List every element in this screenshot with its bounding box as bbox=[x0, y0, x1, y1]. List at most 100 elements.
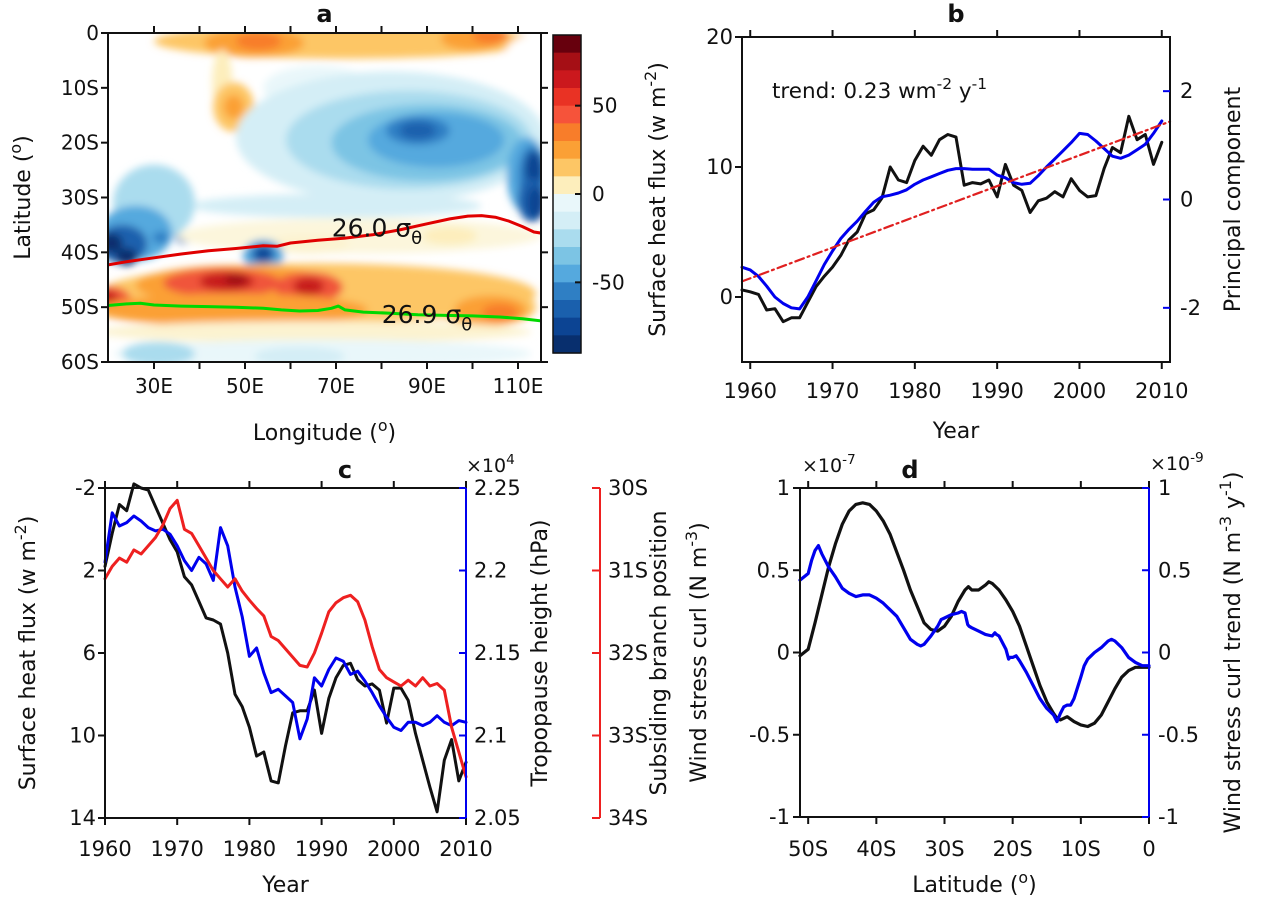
y-tick-label-right: 0.5 bbox=[1158, 558, 1191, 582]
y-tick-label-right: 1 bbox=[1158, 476, 1171, 500]
colorbar-segment bbox=[553, 335, 581, 354]
y-tick-label-red: 33S bbox=[608, 724, 648, 748]
field-blob bbox=[108, 320, 532, 343]
panel-d-xlabel: Latitude (o) bbox=[912, 868, 1036, 898]
panel-d-ylabel-left: Wind stress curl (N m-3) bbox=[682, 522, 712, 782]
y-tick-label-right: -0.5 bbox=[1158, 723, 1199, 747]
y-tick-label: 30S bbox=[61, 185, 99, 209]
field-blob bbox=[122, 341, 195, 362]
panel-b-xlabel: Year bbox=[932, 419, 981, 444]
x-tick-label: 10S bbox=[1061, 837, 1101, 861]
x-tick-label: 20S bbox=[993, 837, 1033, 861]
x-tick-label: 90E bbox=[408, 374, 446, 398]
y-tick-label-red: 31S bbox=[608, 559, 648, 583]
series-tropopause-height bbox=[103, 511, 468, 741]
y-tick-label: 20S bbox=[61, 131, 99, 155]
field-blob bbox=[472, 33, 509, 44]
colorbar-segment bbox=[553, 317, 581, 336]
colorbar-segment bbox=[553, 282, 581, 301]
x-tick-label: 110E bbox=[493, 374, 544, 398]
x-tick-label: 50E bbox=[226, 374, 264, 398]
x-tick-label: 1960 bbox=[78, 837, 131, 861]
x-tick-label: 30S bbox=[924, 837, 964, 861]
panel-b: 1960 1970 1980 1990 2000 2010 0 10 20 -2 0 2 b Year Su… bbox=[641, 0, 1246, 444]
y-tick-label-left: 6 bbox=[83, 641, 96, 665]
y-tick-label-right: 2 bbox=[1180, 79, 1193, 103]
colorbar-segment bbox=[553, 52, 581, 71]
series-wind-stress-curl bbox=[798, 501, 1151, 729]
series-wind-stress-curl-trend bbox=[798, 544, 1151, 724]
x-tick-label: 2000 bbox=[367, 837, 420, 861]
x-tick-label: 1980 bbox=[888, 379, 941, 403]
panel-c-xlabel: Year bbox=[261, 873, 310, 898]
field-blob bbox=[152, 231, 170, 244]
x-tick-label: 1960 bbox=[724, 379, 777, 403]
y-tick-label: 60S bbox=[61, 350, 99, 374]
colorbar-segment bbox=[553, 247, 581, 266]
colorbar-segment bbox=[553, 105, 581, 124]
field-blob bbox=[293, 277, 325, 296]
x-tick-label: 2000 bbox=[1053, 379, 1106, 403]
colorbar-tick-label: 0 bbox=[592, 182, 605, 206]
contour-label-sigma-26.9: 26.9 σθ bbox=[382, 300, 472, 336]
right-axis-exponent: ×10-9 bbox=[1150, 450, 1204, 475]
panel-c-title: c bbox=[338, 456, 352, 484]
contour-label-sigma-26.0: 26.0 σθ bbox=[332, 213, 422, 249]
panel-a-title: a bbox=[316, 0, 332, 28]
y-tick-label-left: 10 bbox=[706, 155, 733, 179]
panel-b-title: b bbox=[947, 0, 964, 28]
x-tick-label: 30E bbox=[135, 374, 173, 398]
y-tick-label-blue: 2.05 bbox=[474, 806, 521, 830]
field-blob bbox=[254, 346, 346, 362]
field-blob bbox=[422, 227, 478, 245]
colorbar-segment bbox=[553, 141, 581, 160]
series-surface-heat-flux bbox=[740, 114, 1164, 324]
y-tick-label-blue: 2.2 bbox=[474, 559, 507, 583]
series-surface-heat-flux bbox=[103, 482, 468, 814]
y-tick-label-red: 32S bbox=[608, 641, 648, 665]
panel-c: 1960 1970 1980 1990 2000 2010 -2 2 6 10 14 2.25 2.2 2… bbox=[11, 452, 672, 898]
panel-b-ylabel-right: Principal component bbox=[1221, 87, 1246, 313]
colorbar-segment bbox=[553, 300, 581, 319]
x-tick-label: 1980 bbox=[223, 837, 276, 861]
panel-a-xlabel: Longitude (o) bbox=[253, 416, 396, 446]
colorbar-segment bbox=[553, 88, 581, 107]
contour-line-sigma-26.9 bbox=[108, 301, 541, 323]
y-tick-label: 50S bbox=[61, 295, 99, 319]
y-tick-label-blue: 2.25 bbox=[474, 476, 521, 500]
panel-c-ylabel-left: Surface heat flux (w m-2) bbox=[11, 516, 41, 791]
x-tick-label: 40S bbox=[856, 837, 896, 861]
field-blob bbox=[504, 35, 541, 80]
field-blobs bbox=[108, 33, 541, 362]
x-tick-label: 1970 bbox=[150, 837, 203, 861]
field-blob bbox=[256, 247, 271, 259]
y-tick-label-left: 2 bbox=[83, 559, 96, 583]
y-tick-label-left: 10 bbox=[69, 724, 96, 748]
panel-d-title: d bbox=[901, 456, 918, 484]
colorbar-segment bbox=[553, 70, 581, 89]
left-axis-exponent: ×10-7 bbox=[802, 452, 856, 477]
y-tick-label: 0 bbox=[86, 21, 99, 45]
y-tick-label-left: 14 bbox=[69, 806, 96, 830]
y-tick-label-blue: 2.1 bbox=[474, 724, 507, 748]
panel-c-ylabel-red: Subsiding branch position bbox=[647, 510, 672, 795]
series-trend-line bbox=[740, 120, 1172, 283]
y-tick-label-red: 34S bbox=[608, 806, 648, 830]
y-tick-label-left: -2 bbox=[75, 476, 96, 500]
field-blob bbox=[108, 293, 368, 327]
panel-d: 50S 40S 30S 20S 10S 0 1 1 0.5 0.5 0 0 -0.5 -0.5 -1 -1 d ×… bbox=[682, 450, 1246, 898]
field-blob bbox=[224, 274, 248, 286]
field-blob bbox=[399, 121, 437, 140]
field-blob bbox=[235, 33, 282, 50]
colorbar-segment bbox=[553, 176, 581, 195]
field-blob bbox=[223, 94, 244, 120]
x-tick-label: 1990 bbox=[295, 837, 348, 861]
series-subsiding-branch-position bbox=[103, 498, 468, 779]
field-blob bbox=[108, 233, 123, 253]
y-tick-label-left: 0.5 bbox=[757, 558, 790, 582]
series-principal-component bbox=[740, 119, 1164, 311]
field-blob bbox=[190, 193, 482, 218]
y-tick-label-right: 0 bbox=[1158, 641, 1171, 665]
field-blob bbox=[527, 186, 541, 220]
colorbar-segment bbox=[553, 229, 581, 248]
